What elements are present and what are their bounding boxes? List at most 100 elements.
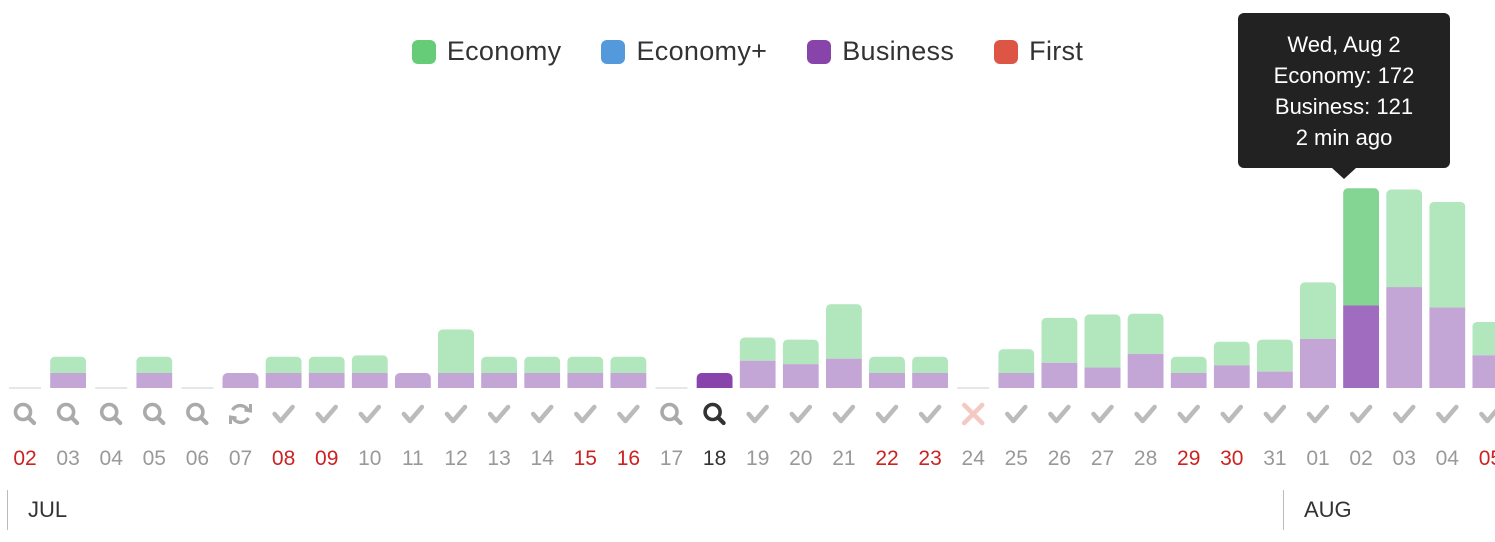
bar-group-34[interactable]: 05 — [1472, 321, 1495, 470]
bar-group-18[interactable]: 20 — [782, 339, 819, 470]
check-icon — [1134, 404, 1157, 424]
search-icon-handle — [112, 415, 123, 426]
legend-swatch-business — [807, 39, 832, 64]
bar-group-14[interactable]: 16 — [610, 356, 647, 470]
legend-item-economy[interactable]: Economy — [411, 36, 562, 67]
bar-group-6[interactable]: 08 — [265, 356, 302, 470]
bar-group-28[interactable]: 30 — [1213, 341, 1250, 470]
legend-label-economy: Economy — [446, 36, 562, 66]
bar-group-23[interactable]: 25 — [998, 349, 1035, 470]
day-tick-label: 02 — [13, 447, 36, 470]
check-icon — [1479, 408, 1495, 424]
bar-stack — [1386, 189, 1423, 388]
check-icon — [1392, 404, 1416, 424]
bar-group-8[interactable]: 10 — [351, 355, 388, 470]
bar-stack — [1256, 339, 1293, 388]
bar-group-21[interactable]: 23 — [912, 356, 949, 470]
day-tick-label: 19 — [746, 447, 769, 470]
search-icon — [660, 402, 679, 422]
bar-group-16[interactable]: 18 — [696, 372, 733, 470]
bar-group-5[interactable]: 07 — [222, 372, 259, 470]
bar-group-11[interactable]: 13 — [481, 356, 518, 470]
day-tick-label: 01 — [1306, 447, 1329, 470]
bar-group-15[interactable]: 17 — [655, 387, 688, 470]
search-icon — [99, 402, 119, 422]
bar-group-4[interactable]: 06 — [181, 387, 214, 470]
bar-group-24[interactable]: 26 — [1041, 317, 1078, 470]
bar-group-2[interactable]: 04 — [95, 387, 128, 470]
check-icon — [1306, 404, 1330, 424]
legend-item-first[interactable]: First — [994, 36, 1083, 67]
bar-group-9[interactable]: 11 — [394, 372, 431, 470]
bar-economy — [136, 356, 173, 373]
bar-business — [567, 372, 604, 388]
bar-group-3[interactable]: 05 — [136, 356, 173, 470]
check-icon — [401, 404, 425, 424]
bar-stack — [739, 337, 776, 388]
bar-group-12[interactable]: 14 — [524, 356, 561, 470]
bar-group-10[interactable]: 12 — [438, 329, 474, 470]
day-tick-label: 18 — [703, 447, 726, 470]
bar-group-26[interactable]: 28 — [1127, 313, 1164, 470]
bar-stack — [308, 356, 345, 388]
month-divider-aug — [1283, 490, 1284, 530]
search-icon-handle — [672, 415, 683, 426]
bar-stack — [1343, 188, 1380, 388]
check-icon — [574, 404, 597, 424]
bar-group-0[interactable]: 02 — [9, 387, 41, 470]
bar-group-30[interactable]: 01 — [1300, 282, 1336, 470]
search-icon — [143, 402, 162, 422]
day-tick-label: 02 — [1349, 447, 1372, 470]
bar-group-31[interactable]: 02 — [1343, 188, 1380, 470]
bar-business — [1170, 372, 1207, 388]
check-icon — [617, 404, 640, 424]
bar-economy — [1041, 317, 1078, 363]
bar-group-32[interactable]: 03 — [1386, 189, 1423, 470]
bar-business — [1429, 307, 1466, 388]
bar-group-27[interactable]: 29 — [1170, 356, 1207, 470]
bar-group-17[interactable]: 19 — [739, 337, 776, 470]
bar-economy — [1386, 189, 1423, 288]
check-icon — [1436, 404, 1459, 424]
check-icon — [1048, 404, 1071, 424]
day-tick-label: 21 — [832, 447, 855, 470]
bar-business — [50, 372, 87, 388]
bar-economy — [524, 356, 561, 373]
bar-business — [1127, 353, 1164, 388]
bar-economy — [1343, 188, 1380, 306]
bar-group-25[interactable]: 27 — [1084, 314, 1121, 470]
bar-group-20[interactable]: 22 — [869, 356, 905, 470]
search-icon — [186, 402, 205, 422]
bar-business — [1213, 365, 1250, 388]
bar-stack — [50, 356, 87, 388]
check-icon — [918, 404, 942, 424]
bar-group-33[interactable]: 04 — [1429, 201, 1466, 470]
bar-business — [696, 372, 733, 388]
bar-group-22[interactable]: 24 — [957, 387, 990, 470]
legend-item-business[interactable]: Business — [807, 36, 954, 67]
bar-economy — [1170, 356, 1207, 373]
bar-group-29[interactable]: 31 — [1256, 339, 1293, 470]
bar-business — [998, 372, 1035, 388]
check-icon — [487, 404, 511, 424]
day-tick-label: 03 — [56, 447, 79, 470]
bar-group-1[interactable]: 03 — [50, 356, 87, 470]
bar-group-7[interactable]: 09 — [308, 356, 345, 470]
bar-economy — [481, 356, 518, 373]
bar-economy — [739, 337, 776, 361]
search-icon — [703, 402, 722, 422]
tooltip: Wed, Aug 2 Economy: 172 Business: 121 2 … — [1238, 13, 1450, 179]
legend-item-economy-plus[interactable]: Economy+ — [601, 36, 767, 67]
check-icon — [1005, 404, 1028, 424]
bar-economy — [1213, 341, 1250, 366]
search-icon-handle — [26, 415, 37, 426]
bar-group-19[interactable]: 21 — [825, 304, 862, 470]
day-tick-label: 07 — [229, 447, 252, 470]
bar-business — [912, 372, 949, 388]
bar-economy — [912, 356, 949, 373]
day-tick-label: 26 — [1048, 447, 1071, 470]
day-tick-label: 10 — [358, 447, 381, 470]
bar-stack — [825, 304, 862, 388]
bar-group-13[interactable]: 15 — [567, 356, 604, 470]
